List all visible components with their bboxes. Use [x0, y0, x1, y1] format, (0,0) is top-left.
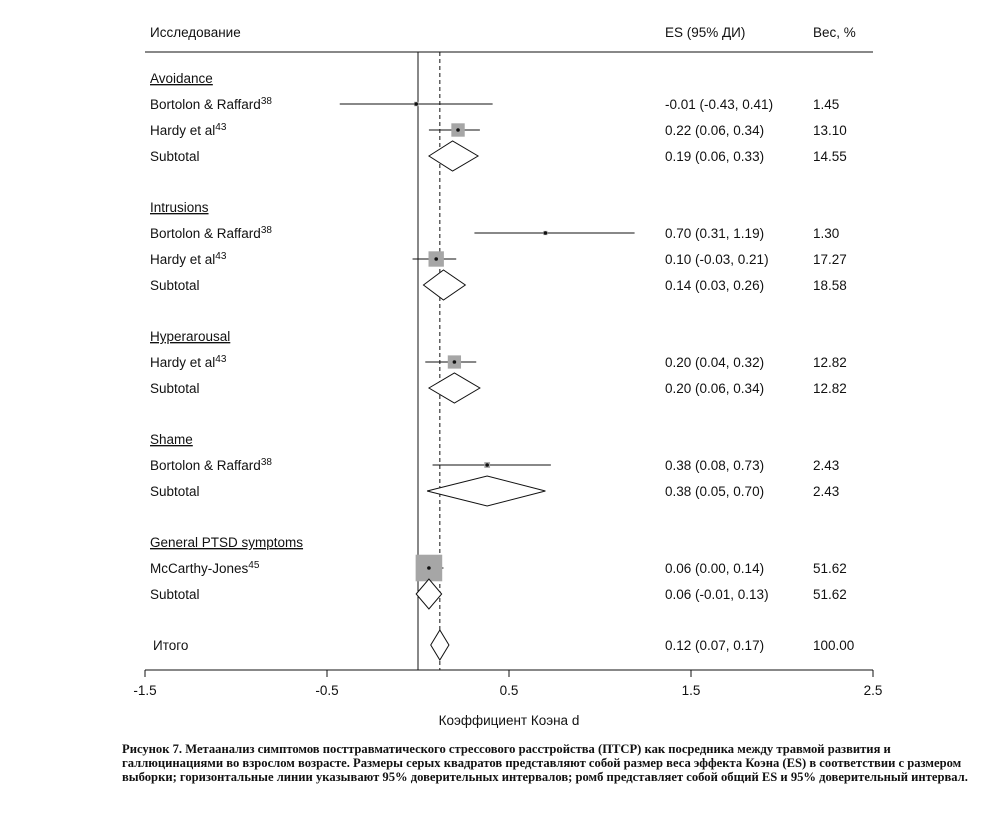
header-study: Исследование: [150, 25, 241, 40]
subtotal-diamond: [426, 475, 546, 507]
overall-es-text: 0.12 (0.07, 0.17): [665, 638, 764, 653]
subtotal-weight-text: 12.82: [813, 381, 847, 396]
study-es-text: 0.38 (0.08, 0.73): [665, 458, 764, 473]
subtotal-es-text: 0.38 (0.05, 0.70): [665, 484, 764, 499]
study-reference: 43: [215, 251, 227, 262]
study-reference: 43: [215, 122, 227, 133]
study-es-text: 0.20 (0.04, 0.32): [665, 355, 764, 370]
header-es: ES (95% ДИ): [665, 25, 745, 40]
group-title: Intrusions: [150, 200, 209, 215]
study-reference: 43: [215, 354, 227, 365]
x-tick-label: 0.5: [500, 683, 519, 698]
study-weight-text: 13.10: [813, 123, 847, 138]
study-point-estimate: [427, 566, 431, 570]
study-weight-text: 12.82: [813, 355, 847, 370]
study-weight-text: 17.27: [813, 252, 847, 267]
subtotal-weight-text: 14.55: [813, 149, 847, 164]
study-point-estimate: [485, 463, 489, 467]
study-point-estimate: [452, 360, 457, 364]
figure-caption: Рисунок 7. Метаанализ симптомов посттрав…: [122, 742, 968, 785]
subtotal-es-text: 0.14 (0.03, 0.26): [665, 278, 764, 293]
study-point-estimate: [456, 128, 460, 132]
study-label: Hardy et al43: [150, 354, 227, 370]
study-label: Bortolon & Raffard38: [150, 96, 272, 112]
overall-weight-text: 100.00: [813, 638, 854, 653]
subtotal-es-text: 0.19 (0.06, 0.33): [665, 149, 764, 164]
study-reference: 45: [248, 560, 260, 571]
subtotal-weight-text: 2.43: [813, 484, 839, 499]
x-tick-label: -1.5: [133, 683, 156, 698]
study-label: Bortolon & Raffard38: [150, 225, 272, 241]
forest-plot: Исследование ES (95% ДИ) Вес, % Avoidance Bo…: [133, 25, 883, 728]
subtotal-diamond: [422, 269, 467, 301]
subtotal-label: Subtotal: [150, 381, 200, 396]
study-label: Hardy et al43: [150, 251, 227, 267]
study-reference: 38: [261, 225, 273, 236]
x-tick-label: -0.5: [315, 683, 338, 698]
study-weight-text: 51.62: [813, 561, 847, 576]
group-title: General PTSD symptoms: [150, 535, 303, 550]
overall-label: Итого: [153, 638, 188, 653]
group-title: Avoidance: [150, 71, 213, 86]
overall-diamond: [430, 629, 450, 661]
header-weight: Вес, %: [813, 25, 856, 40]
study-point-estimate: [414, 102, 418, 106]
study-label: McCarthy-Jones45: [150, 560, 260, 576]
study-es-text: 0.10 (-0.03, 0.21): [665, 252, 769, 267]
subtotal-label: Subtotal: [150, 484, 200, 499]
subtotal-es-text: 0.20 (0.06, 0.34): [665, 381, 764, 396]
subtotal-weight-text: 51.62: [813, 587, 847, 602]
subtotal-es-text: 0.06 (-0.01, 0.13): [665, 587, 769, 602]
study-es-text: 0.22 (0.06, 0.34): [665, 123, 764, 138]
study-point-estimate: [434, 257, 439, 261]
x-axis-label: Коэффициент Коэна d: [439, 713, 580, 728]
study-weight-text: 1.30: [813, 226, 839, 241]
subtotal-diamond: [415, 578, 443, 610]
subtotal-label: Subtotal: [150, 149, 200, 164]
group-title: Hyperarousal: [150, 329, 230, 344]
study-es-text: 0.06 (0.00, 0.14): [665, 561, 764, 576]
study-reference: 38: [261, 96, 273, 107]
x-tick-label: 1.5: [682, 683, 701, 698]
study-weight-text: 1.45: [813, 97, 839, 112]
study-reference: 38: [261, 457, 273, 468]
subtotal-label: Subtotal: [150, 587, 200, 602]
study-point-estimate: [543, 231, 548, 235]
study-es-text: -0.01 (-0.43, 0.41): [665, 97, 773, 112]
x-tick-label: 2.5: [864, 683, 883, 698]
subtotal-diamond: [427, 372, 481, 404]
study-es-text: 0.70 (0.31, 1.19): [665, 226, 764, 241]
subtotal-label: Subtotal: [150, 278, 200, 293]
study-label: Hardy et al43: [150, 122, 227, 138]
subtotal-weight-text: 18.58: [813, 278, 847, 293]
study-label: Bortolon & Raffard38: [150, 457, 272, 473]
group-title: Shame: [150, 432, 193, 447]
subtotal-diamond: [427, 140, 480, 172]
study-weight-text: 2.43: [813, 458, 839, 473]
